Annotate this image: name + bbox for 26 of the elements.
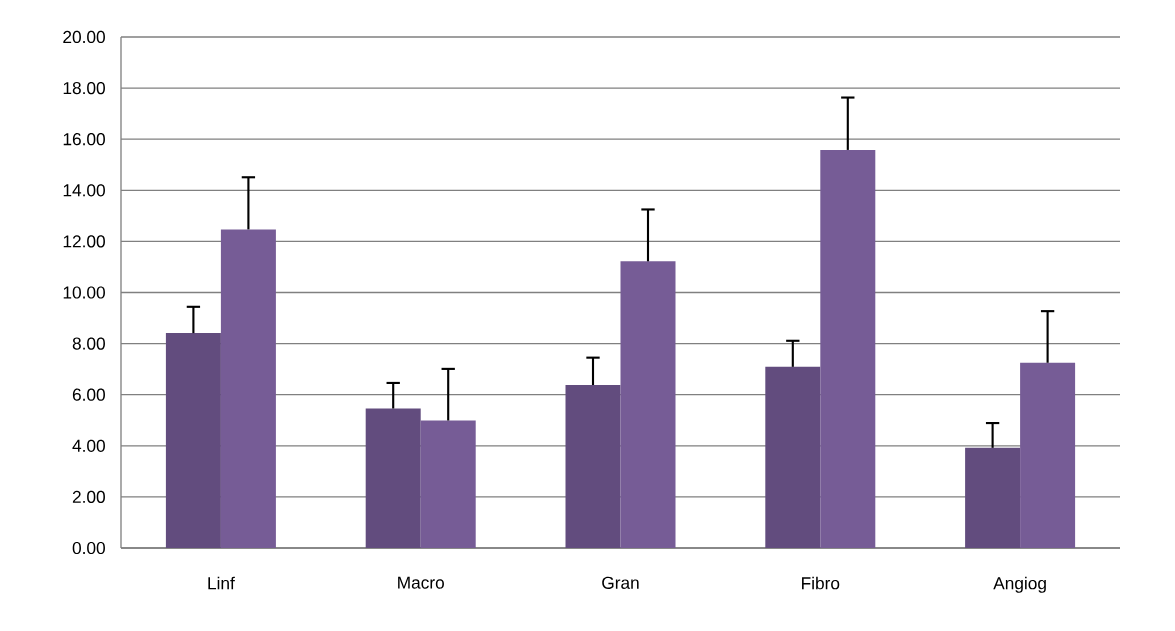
- bar: [1020, 362, 1076, 548]
- bar: [965, 447, 1021, 548]
- x-tick-label: Gran: [602, 576, 639, 589]
- y-tick-label: 10.00: [63, 286, 105, 299]
- x-tick-label: Linf: [208, 576, 235, 590]
- y-tick-label: 16.00: [63, 133, 105, 146]
- y-tick-label: 6.00: [72, 388, 105, 401]
- bar: [565, 384, 621, 548]
- bar: [820, 149, 876, 548]
- x-tick-label: Fibro: [802, 576, 840, 590]
- bar: [220, 229, 276, 548]
- y-tick-label: 20.00: [63, 30, 105, 44]
- bar: [420, 420, 476, 548]
- y-tick-label: 4.00: [72, 439, 105, 452]
- bar: [165, 333, 221, 548]
- bar: [365, 408, 421, 548]
- bar: [765, 366, 821, 548]
- y-tick-label: 14.00: [63, 184, 105, 197]
- x-tick-label: Macro: [398, 576, 444, 589]
- y-tick-label: 12.00: [63, 235, 105, 248]
- x-tick-label: Angiog: [993, 576, 1046, 593]
- y-tick-label: 18.00: [63, 81, 105, 95]
- bar: [620, 261, 676, 548]
- y-tick-label: 0.00: [72, 541, 105, 555]
- y-tick-label: 8.00: [72, 337, 105, 350]
- y-tick-label: 2.00: [72, 490, 105, 504]
